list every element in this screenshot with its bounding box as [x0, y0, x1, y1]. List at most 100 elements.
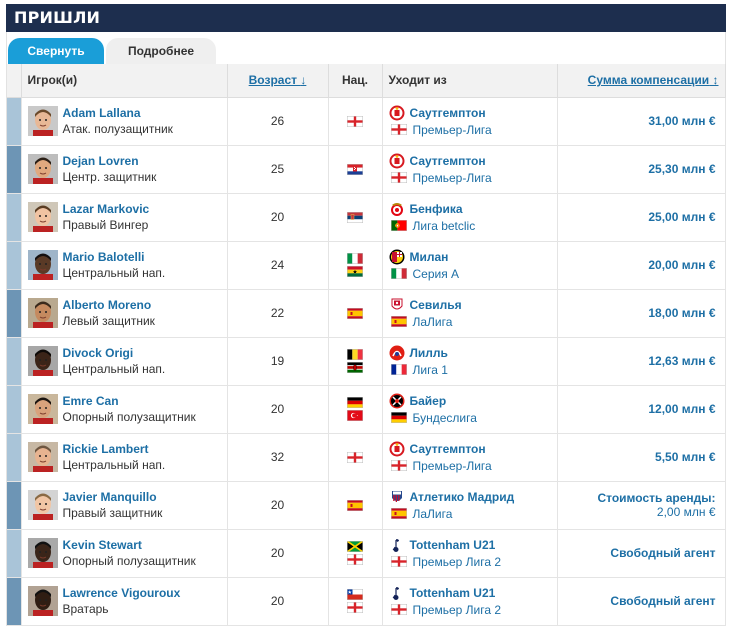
player-photo[interactable] [27, 250, 58, 280]
league-link[interactable]: Лига betclic [412, 218, 476, 233]
player-name-link[interactable]: Adam Lallana [62, 106, 141, 120]
player-photo[interactable] [27, 442, 58, 472]
player-position: Центральный нап. [62, 362, 166, 376]
player-photo[interactable] [27, 394, 58, 424]
flag-be-icon [347, 349, 363, 360]
from-club-link[interactable]: Атлетико Мадрид [409, 489, 515, 504]
from-club-cell: Саутгемптон Премьер-Лига [382, 145, 558, 194]
tottenham-crest-icon [392, 538, 399, 552]
nationality-flags [328, 241, 383, 290]
league-link[interactable]: ЛаЛига [412, 506, 453, 521]
atletico-crest-icon [391, 490, 402, 502]
player-position: Центральный нап. [62, 458, 166, 472]
player-photo[interactable] [27, 586, 58, 616]
row-stripe [7, 481, 22, 530]
transfer-fee[interactable]: 12,00 млн € [557, 385, 726, 434]
fee-value: 25,00 млн € [648, 210, 716, 224]
player-name-link[interactable]: Rickie Lambert [62, 442, 149, 456]
league-link[interactable]: Серия А [412, 266, 460, 281]
fee-value: Свободный агент [610, 546, 716, 560]
player-photo[interactable] [27, 202, 58, 232]
col-fee-header[interactable]: Сумма компенсации ↕ [557, 64, 726, 98]
player-cell: Javier Manquillo Правый защитник [21, 481, 228, 530]
player-name-link[interactable]: Javier Manquillo [62, 490, 157, 504]
player-name-link[interactable]: Divock Origi [62, 346, 134, 360]
from-club-link[interactable]: Севилья [409, 297, 462, 312]
from-club-link[interactable]: Tottenham U21 [409, 585, 496, 600]
player-name-link[interactable]: Alberto Moreno [62, 298, 152, 312]
tab-collapse[interactable]: Свернуть [8, 38, 104, 64]
league-link[interactable]: Премьер-Лига [412, 122, 492, 137]
player-photo[interactable] [27, 154, 58, 184]
player-position: Правый защитник [62, 506, 163, 520]
from-club-link[interactable]: Милан [409, 249, 449, 264]
col-age-header[interactable]: Возраст ↓ [227, 64, 329, 98]
from-club-link[interactable]: Саутгемптон [409, 105, 486, 120]
player-name-link[interactable]: Dejan Lovren [62, 154, 139, 168]
transfer-fee[interactable]: 25,00 млн € [557, 193, 726, 242]
flag-de-icon [390, 412, 407, 423]
player-age: 26 [227, 97, 329, 146]
transfer-fee[interactable]: Свободный агент [557, 529, 726, 578]
transfer-fee[interactable]: 25,30 млн € [557, 145, 726, 194]
flag-it-icon [347, 253, 363, 264]
from-club-link[interactable]: Лилль [409, 345, 448, 360]
player-photo[interactable] [27, 346, 58, 376]
league-link[interactable]: Премьер Лига 2 [412, 554, 502, 569]
player-age: 20 [227, 529, 329, 578]
row-stripe [7, 577, 22, 626]
player-position: Правый Вингер [62, 218, 149, 232]
table-row: Emre Can Опорный полузащитник 20 Байер Б… [7, 385, 726, 434]
player-photo[interactable] [27, 538, 58, 568]
sort-age-link[interactable]: Возраст ↓ [248, 73, 307, 88]
from-club-link[interactable]: Tottenham U21 [409, 537, 496, 552]
panel-border [6, 32, 726, 626]
from-club-link[interactable]: Байер [409, 393, 447, 408]
sort-both-icon: ↕ [712, 73, 719, 88]
player-cell: Dejan Lovren Центр. защитник [21, 145, 228, 194]
transfer-fee[interactable]: 31,00 млн € [557, 97, 726, 146]
player-position: Центральный нап. [62, 266, 166, 280]
flag-eng-icon [347, 554, 363, 565]
player-cell: Alberto Moreno Левый защитник [21, 289, 228, 338]
row-stripe [7, 337, 22, 386]
transfer-fee[interactable]: Свободный агент [557, 577, 726, 626]
flag-es-icon [347, 307, 363, 319]
transfer-fee[interactable]: 5,50 млн € [557, 433, 726, 482]
player-age: 19 [227, 337, 329, 386]
table-row: Kevin Stewart Опорный полузащитник 20 To… [7, 529, 726, 578]
player-name-link[interactable]: Lazar Markovic [62, 202, 150, 216]
from-club-link[interactable]: Саутгемптон [409, 153, 486, 168]
transfer-fee[interactable]: 18,00 млн € [557, 289, 726, 338]
league-link[interactable]: Премьер-Лига [412, 170, 492, 185]
tab-details[interactable]: Подробнее [106, 38, 216, 64]
transfer-fee[interactable]: 20,00 млн € [557, 241, 726, 290]
player-photo[interactable] [27, 106, 58, 136]
league-link[interactable]: Премьер Лига 2 [412, 602, 502, 617]
fee-value: 12,00 млн € [648, 402, 716, 416]
player-photo[interactable] [27, 298, 58, 328]
flag-ke-icon [347, 362, 363, 373]
league-link[interactable]: Бундеслига [412, 410, 477, 425]
from-club-link[interactable]: Бенфика [409, 201, 463, 216]
player-name-link[interactable]: Kevin Stewart [62, 538, 142, 552]
player-age: 20 [227, 577, 329, 626]
transfer-fee[interactable]: 12,63 млн € [557, 337, 726, 386]
flag-hr-icon [347, 163, 363, 175]
sort-fee-link[interactable]: Сумма компенсации ↕ [587, 73, 719, 88]
player-name-link[interactable]: Emre Can [62, 394, 119, 408]
player-name-link[interactable]: Mario Balotelli [62, 250, 145, 264]
player-name-link[interactable]: Lawrence Vigouroux [62, 586, 181, 600]
from-club-cell: Саутгемптон Премьер-Лига [382, 97, 558, 146]
fee-value: Стоимость аренды: [597, 491, 716, 505]
flag-rs-icon [347, 211, 363, 223]
player-photo[interactable] [27, 490, 58, 520]
transfer-fee[interactable]: Стоимость аренды: 2,00 млн € [557, 481, 726, 530]
from-club-link[interactable]: Саутгемптон [409, 441, 486, 456]
league-link[interactable]: ЛаЛига [412, 314, 453, 329]
from-club-cell: Tottenham U21 Премьер Лига 2 [382, 577, 558, 626]
league-link[interactable]: Премьер-Лига [412, 458, 492, 473]
fee-value: 12,63 млн € [648, 354, 716, 368]
fee-value: Свободный агент [610, 594, 716, 608]
league-link[interactable]: Лига 1 [412, 362, 448, 377]
